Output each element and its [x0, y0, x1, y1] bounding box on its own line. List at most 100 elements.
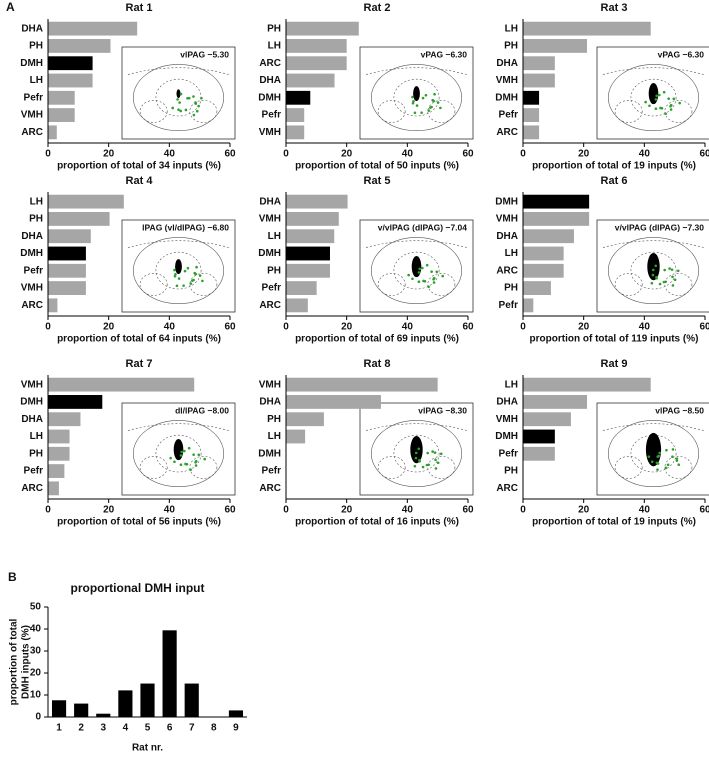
bar: [523, 194, 590, 209]
labeled-cell: [197, 453, 201, 457]
brain-region: [189, 273, 218, 296]
x-tick-label: 40: [164, 322, 176, 333]
y-tick-label: PH: [267, 23, 281, 34]
x-tick-label: 20: [341, 322, 353, 333]
x-tick-label: 0: [520, 149, 526, 160]
y-tick-label: ARC: [496, 265, 518, 276]
labeled-cell: [671, 455, 674, 459]
y-tick-label: ARC: [21, 300, 43, 311]
bar: [286, 125, 305, 140]
y-tick-label: VMH: [21, 283, 43, 294]
labeled-cell: [179, 454, 183, 457]
labeled-cell: [658, 451, 661, 455]
inset-label: vlPAG −8.30: [418, 405, 467, 415]
aqueduct: [648, 83, 659, 105]
bar: [523, 412, 571, 427]
labeled-cell: [182, 284, 185, 287]
bar: [162, 630, 177, 717]
y-tick-label: LH: [30, 431, 43, 442]
labeled-cell: [195, 265, 198, 269]
y-tick-label: ARC: [496, 127, 518, 138]
y-tick-label: LH: [30, 196, 43, 207]
brain-region: [664, 456, 693, 479]
labeled-cell: [432, 276, 436, 280]
labeled-cell: [678, 101, 681, 105]
labeled-cell: [194, 464, 198, 467]
x-tick-label: 0: [45, 149, 51, 160]
y-tick-label: ARC: [496, 483, 518, 494]
labeled-cell: [434, 458, 437, 462]
inset-label: vPAG −6.30: [421, 49, 468, 59]
labeled-cell: [656, 468, 659, 471]
chart-title: Rat 8: [364, 358, 391, 370]
brain-region: [427, 456, 456, 479]
y-tick-label: LH: [505, 248, 518, 259]
labeled-cell: [189, 468, 192, 472]
chart-title: Rat 3: [601, 2, 628, 14]
labeled-cell: [656, 455, 660, 459]
y-tick-label: DMH: [20, 397, 43, 408]
brain-outline: [370, 237, 462, 305]
chart-title: Rat 2: [364, 2, 391, 14]
y-tick-label: DHA: [21, 231, 43, 242]
x-tick-label: 1: [56, 723, 62, 734]
labeled-cell: [183, 269, 187, 273]
labeled-cell: [675, 459, 679, 462]
bar: [523, 212, 590, 226]
brain-region: [393, 434, 440, 473]
bar: [48, 246, 86, 261]
labeled-cell: [197, 104, 200, 108]
labeled-cell: [664, 280, 667, 284]
aqueduct: [645, 432, 662, 467]
x-axis-label: proportion of total of 50 inputs (%): [295, 161, 459, 172]
inset-label: dl/lPAG −8.00: [175, 405, 229, 415]
brain-region: [614, 273, 643, 296]
y-tick-label: Pefr: [24, 466, 44, 477]
bar: [48, 108, 75, 122]
bar: [48, 263, 86, 278]
chart-title: Rat 9: [601, 358, 628, 370]
labeled-cell: [665, 448, 668, 452]
brain-region: [155, 251, 202, 290]
bar: [184, 683, 199, 717]
brain-region: [139, 273, 168, 296]
bar: [286, 73, 335, 88]
labeled-cell: [185, 462, 189, 466]
labeled-cell: [650, 281, 654, 285]
y-tick-label: DHA: [496, 397, 518, 408]
labeled-cell: [441, 274, 444, 278]
y-tick-label: DHA: [21, 414, 43, 425]
bar: [48, 446, 70, 461]
brain-region: [155, 434, 202, 473]
bar: [286, 412, 324, 427]
x-tick-label: 60: [699, 505, 709, 516]
labeled-cell: [675, 457, 679, 461]
y-tick-label: ARC: [259, 58, 281, 69]
y-tick-label: PH: [267, 265, 281, 276]
aqueduct: [176, 89, 181, 98]
bar: [523, 125, 540, 140]
labeled-cell: [648, 104, 651, 108]
inset-label: lPAG (vl/dlPAG) −6.80: [142, 222, 229, 232]
y-tick-label: DMH: [258, 448, 281, 459]
x-tick-label: 6: [167, 723, 173, 734]
labeled-cell: [654, 107, 658, 111]
inset-label: v/vlPAG (dlPAG) −7.30: [615, 222, 704, 232]
x-tick-label: 20: [341, 505, 353, 516]
labeled-cell: [430, 105, 433, 109]
labeled-cell: [654, 264, 658, 268]
y-tick-label: VMH: [496, 214, 518, 225]
labeled-cell: [173, 268, 176, 272]
labeled-cell: [677, 463, 681, 467]
aqueduct: [410, 435, 423, 464]
labeled-cell: [414, 451, 418, 455]
brain-region: [189, 456, 218, 479]
bar: [523, 281, 551, 295]
x-tick-label: 40: [402, 322, 414, 333]
labeled-cell: [183, 449, 186, 453]
bar: [286, 229, 335, 244]
brain-outline: [133, 237, 225, 305]
bar: [48, 212, 110, 226]
labeled-cell: [198, 274, 202, 277]
x-tick-label: 20: [103, 322, 115, 333]
